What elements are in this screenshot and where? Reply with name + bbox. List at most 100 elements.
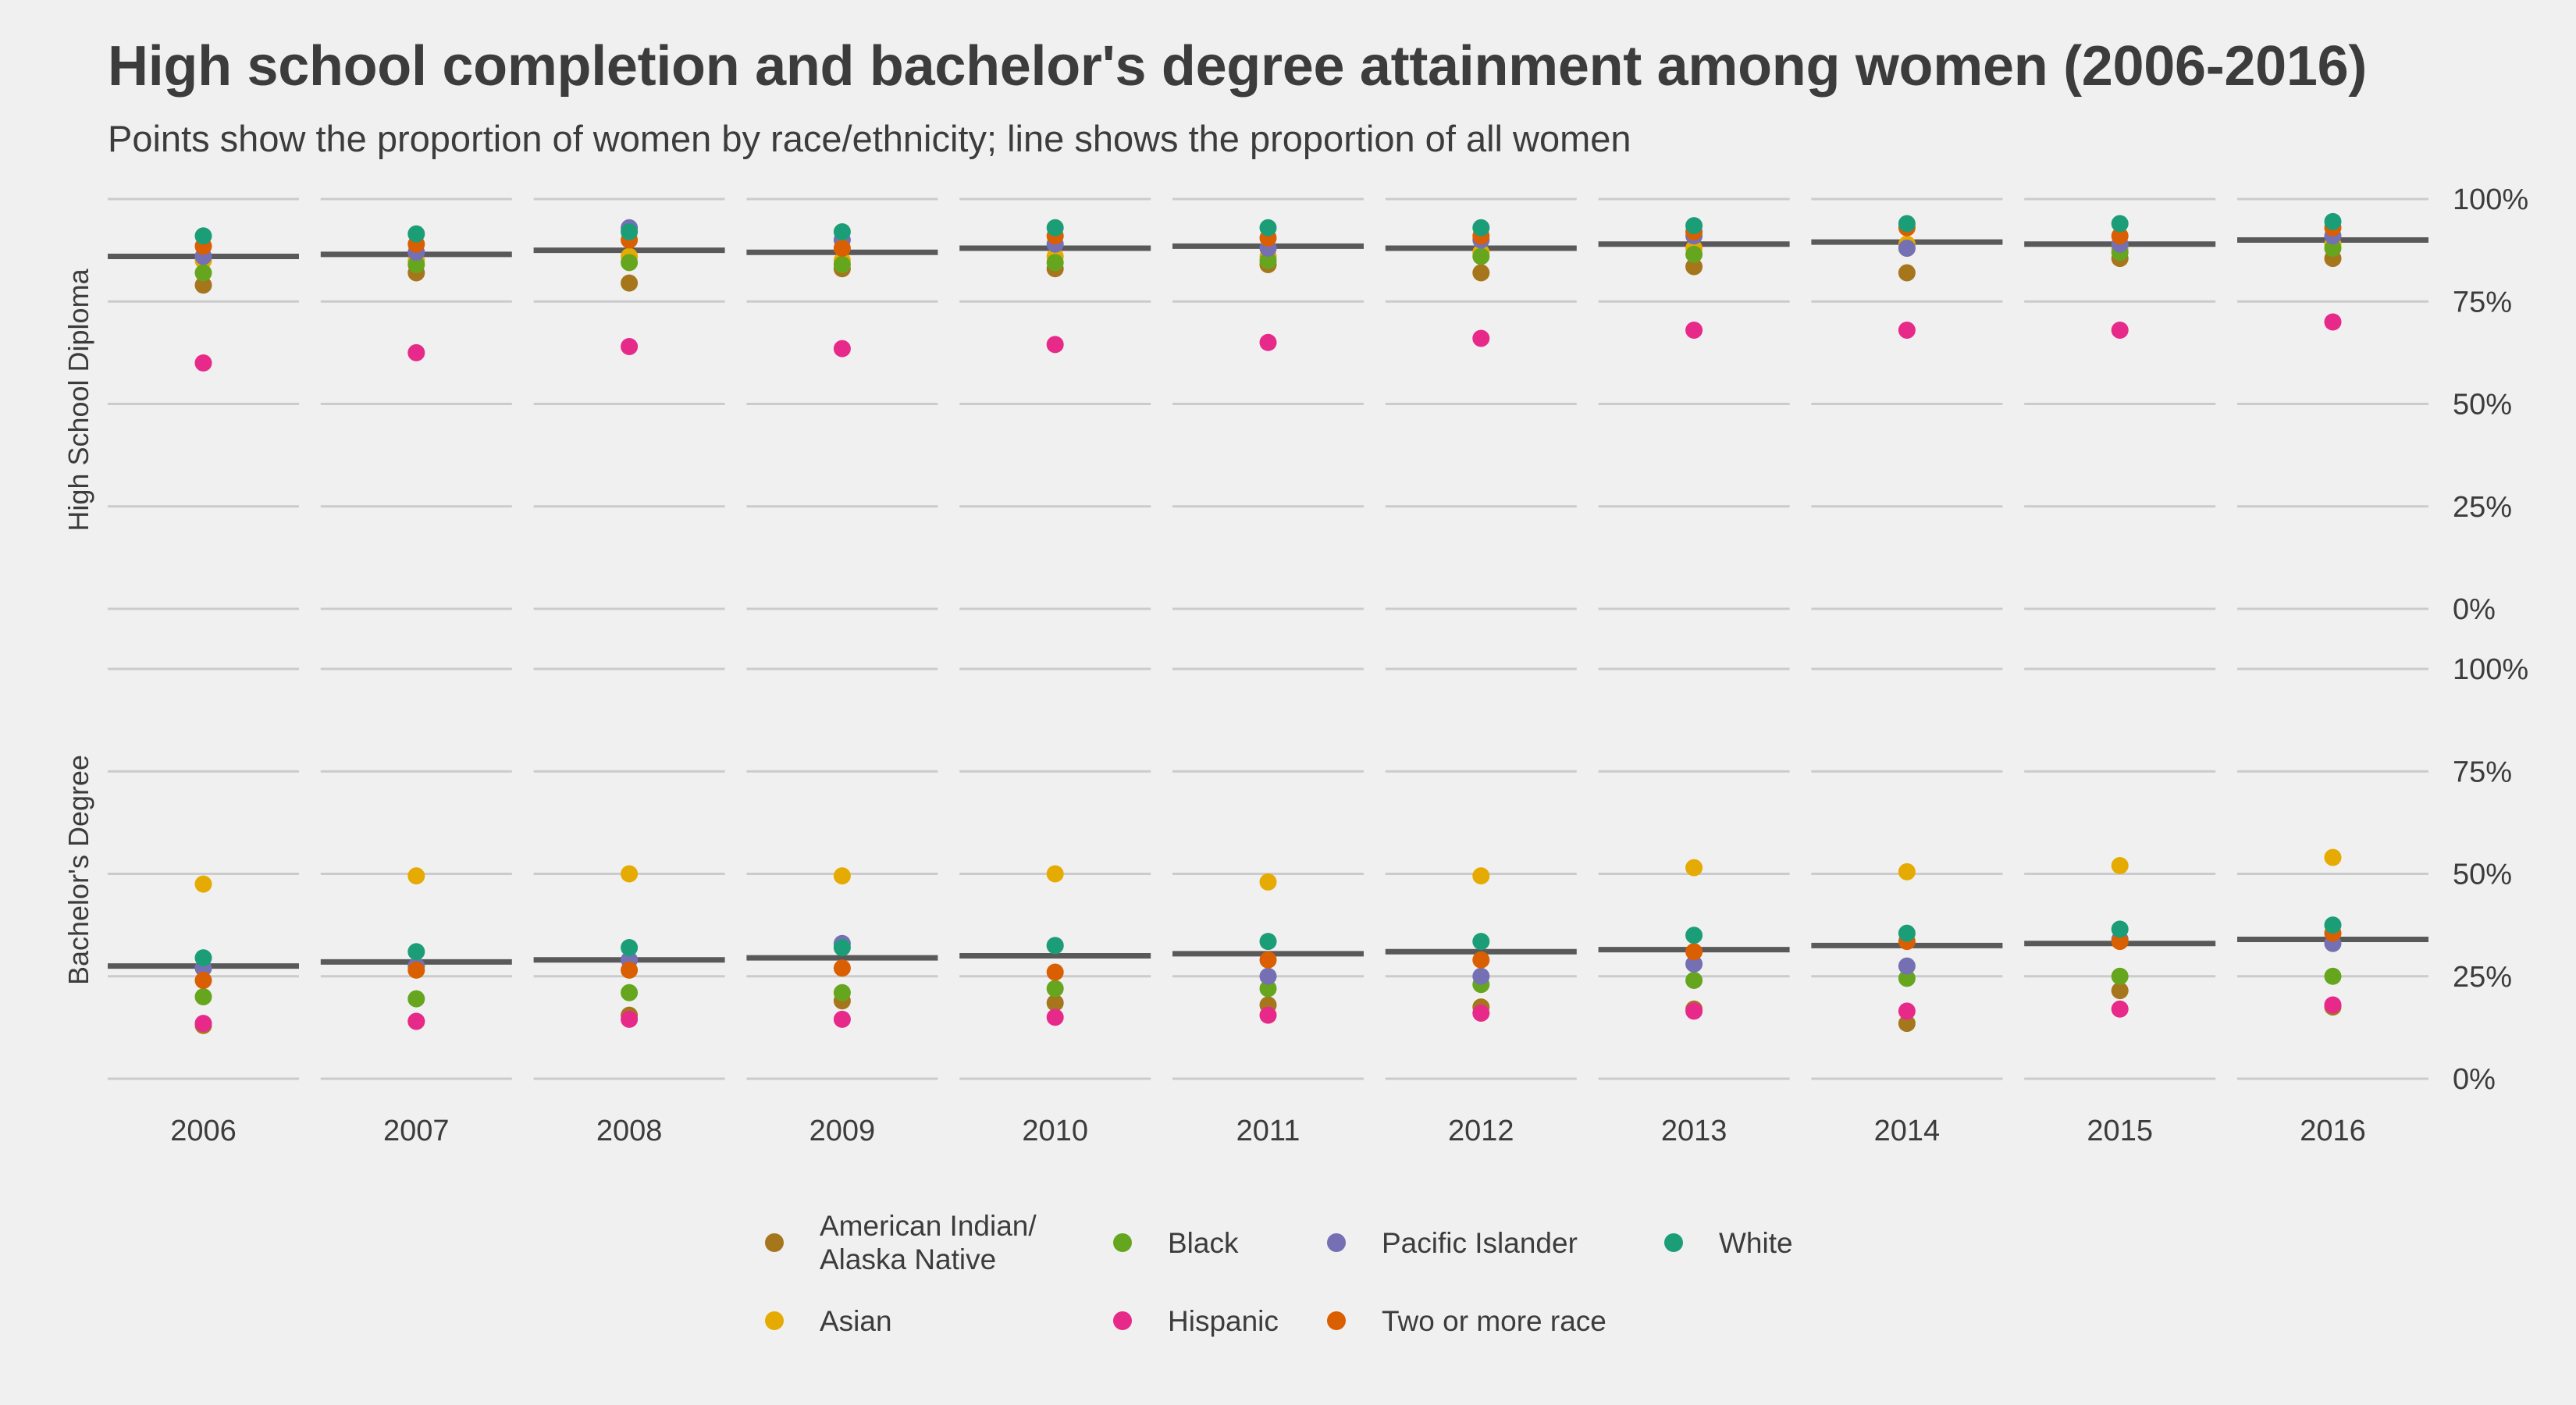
legend-dot — [1327, 1311, 1346, 1330]
legend: American Indian/ Alaska Native Asian Black… — [765, 1210, 1858, 1344]
point-hispanic — [194, 1015, 212, 1033]
point-black — [2324, 967, 2342, 985]
legend-item-twoplus: Two or more race — [1327, 1297, 1606, 1344]
point-pacific — [1898, 957, 1916, 975]
y-tick-label: 75% — [2453, 756, 2512, 788]
point-twoplus — [407, 961, 425, 979]
legend-label: White — [1719, 1226, 1793, 1259]
point-black — [2324, 240, 2342, 257]
point-hispanic — [1685, 1002, 1703, 1020]
legend-label: Black — [1168, 1226, 1239, 1259]
point-black — [194, 264, 212, 282]
point-black — [1259, 251, 1277, 269]
legend-dot — [1113, 1311, 1132, 1330]
point-black — [194, 988, 212, 1005]
legend-item-white: White — [1664, 1219, 1793, 1266]
point-asian — [833, 867, 851, 885]
point-white — [194, 949, 212, 967]
point-white — [1259, 219, 1277, 237]
legend-label: Two or more race — [1382, 1304, 1606, 1337]
point-black — [1685, 972, 1703, 989]
point-hispanic — [833, 1010, 851, 1028]
y-tick-label: 25% — [2453, 961, 2512, 994]
point-twoplus — [621, 961, 639, 979]
legend-dot — [1113, 1233, 1132, 1252]
point-hispanic — [621, 1010, 639, 1028]
point-hispanic — [1472, 1005, 1490, 1022]
point-aian — [1046, 994, 1064, 1012]
point-aian — [194, 276, 212, 294]
point-white — [2324, 212, 2342, 230]
point-hispanic — [1046, 336, 1064, 354]
point-white — [1472, 219, 1490, 237]
chart-subtitle: Points show the proportion of women by r… — [108, 118, 1631, 159]
point-white — [407, 943, 425, 961]
point-asian — [1046, 865, 1064, 883]
point-twoplus — [1259, 951, 1277, 969]
x-tick-label: 2012 — [1448, 1115, 1514, 1147]
point-white — [1046, 937, 1064, 955]
point-hispanic — [833, 340, 851, 357]
point-hispanic — [194, 354, 212, 372]
x-tick-label: 2011 — [1236, 1115, 1300, 1147]
point-black — [1472, 247, 1490, 265]
legend-dot — [765, 1311, 784, 1330]
y-tick-label: 25% — [2453, 491, 2512, 524]
legend-dot — [1327, 1233, 1346, 1252]
point-hispanic — [1898, 322, 1916, 339]
point-twoplus — [2111, 933, 2129, 951]
point-aian — [1472, 264, 1490, 282]
legend-item-pacific: Pacific Islander — [1327, 1219, 1578, 1266]
point-white — [194, 227, 212, 245]
point-twoplus — [833, 959, 851, 977]
point-white — [1685, 217, 1703, 235]
point-hispanic — [1898, 1002, 1916, 1020]
point-hispanic — [1259, 333, 1277, 351]
point-hispanic — [621, 338, 639, 355]
point-black — [1898, 969, 1916, 987]
legend-dot — [765, 1233, 784, 1252]
y-tick-label: 100% — [2453, 653, 2528, 686]
point-hispanic — [407, 343, 425, 361]
x-tick-label: 2009 — [809, 1115, 876, 1147]
point-black — [1046, 980, 1064, 998]
point-black — [407, 256, 425, 273]
legend-label: American Indian/ Alaska Native — [820, 1210, 1037, 1275]
point-aian — [1898, 1015, 1916, 1033]
point-white — [1472, 933, 1490, 951]
point-black — [1685, 245, 1703, 263]
y-tick-label: 0% — [2453, 593, 2496, 626]
point-twoplus — [1685, 943, 1703, 961]
x-tick-label: 2016 — [2300, 1115, 2366, 1147]
point-pacific — [1898, 240, 1916, 257]
point-twoplus — [833, 240, 851, 257]
point-asian — [1685, 859, 1703, 877]
point-pacific — [1472, 967, 1490, 985]
point-twoplus — [1046, 963, 1064, 981]
x-tick-label: 2008 — [596, 1115, 663, 1147]
point-asian — [407, 867, 425, 885]
point-hispanic — [2111, 322, 2129, 339]
point-white — [1046, 219, 1064, 237]
point-black — [833, 984, 851, 1001]
point-asian — [621, 865, 639, 883]
point-aian — [1898, 264, 1916, 282]
point-pacific — [1259, 967, 1277, 985]
point-white — [2324, 916, 2342, 934]
x-tick-label: 2006 — [170, 1115, 237, 1147]
legend-label: Hispanic — [1168, 1304, 1279, 1337]
x-tick-label: 2013 — [1661, 1115, 1727, 1147]
point-hispanic — [1259, 1006, 1277, 1024]
y-tick-label: 50% — [2453, 389, 2512, 422]
point-black — [1259, 980, 1277, 998]
point-hispanic — [1046, 1008, 1064, 1026]
point-black — [833, 256, 851, 273]
point-white — [2111, 215, 2129, 233]
legend-label: Asian — [820, 1304, 892, 1337]
point-black — [621, 254, 639, 272]
y-tick-label: 75% — [2453, 286, 2512, 318]
x-tick-label: 2010 — [1022, 1115, 1088, 1147]
point-hispanic — [2324, 996, 2342, 1014]
legend-item-aian: American Indian/ Alaska Native — [765, 1205, 1037, 1280]
